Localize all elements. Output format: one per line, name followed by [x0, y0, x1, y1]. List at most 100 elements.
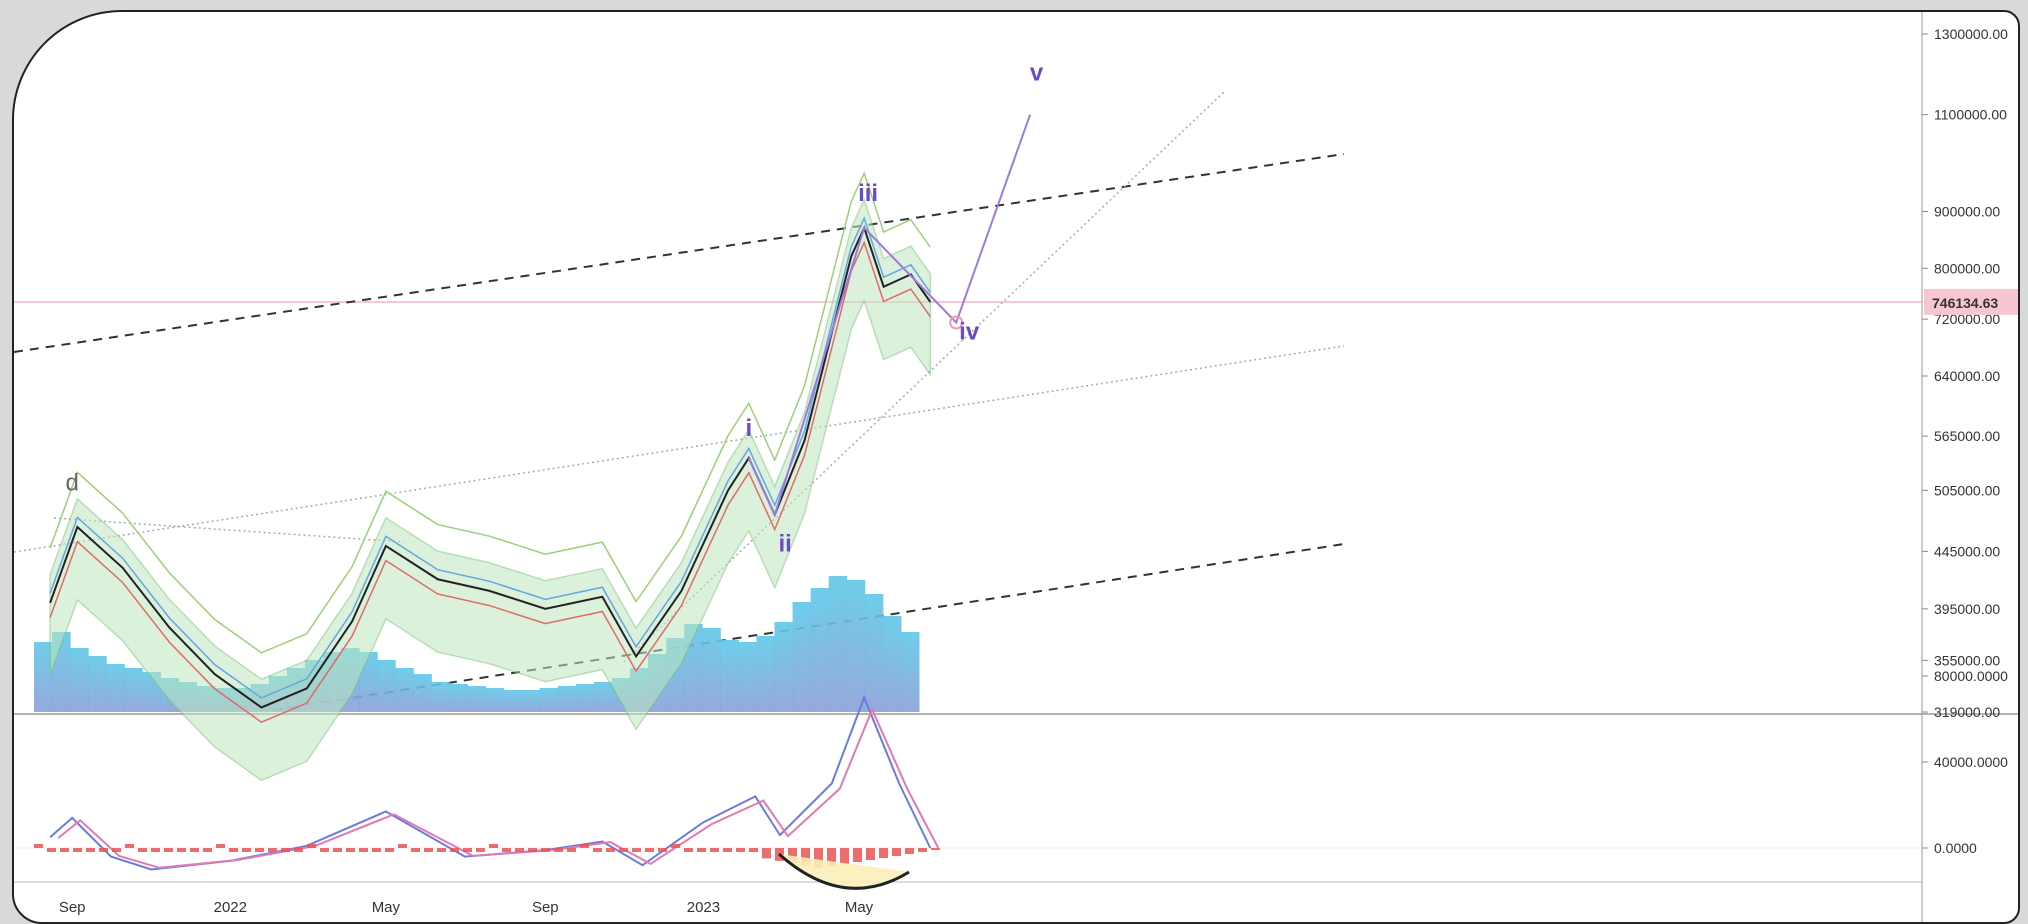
macd-histogram-bar: [853, 848, 862, 862]
wave-label-ii: ii: [778, 530, 791, 557]
macd-histogram-bar: [307, 844, 316, 848]
macd-histogram-bar: [359, 848, 368, 852]
signal-line: [57, 706, 940, 869]
macd-histogram-bar: [749, 848, 758, 852]
macd-histogram-bar: [905, 848, 914, 854]
volume-bar: [377, 660, 396, 712]
macd-histogram-bar: [73, 848, 82, 852]
lower-channel-line: [273, 543, 1345, 711]
macd-histogram-bar: [255, 848, 264, 852]
price-axis-label: 319000.00: [1934, 704, 2000, 720]
macd-histogram-bar: [554, 848, 563, 852]
macd-histogram-bar: [489, 844, 498, 848]
price-axis-label: 445000.00: [1934, 543, 2000, 559]
macd-histogram-bar: [86, 848, 95, 852]
divergence-arc: [778, 852, 910, 890]
price-axis-label: 1100000.00: [1934, 107, 2007, 123]
macd-histogram-bar: [385, 848, 394, 852]
volume-bar: [521, 690, 541, 712]
macd-histogram-bar: [710, 848, 719, 852]
macd-histogram-bar: [177, 848, 186, 852]
macd-histogram-bar: [619, 848, 628, 852]
time-axis-label: 2023: [687, 899, 720, 916]
volume-bar: [485, 688, 505, 712]
time-axis-label: Sep: [532, 899, 559, 916]
upper-channel-line: [14, 153, 1345, 353]
macd-histogram-bar: [918, 848, 927, 852]
macd-histogram-bar: [190, 848, 199, 852]
macd-histogram-bar: [736, 848, 745, 852]
volume-bar: [395, 668, 414, 712]
price-axis-label: 395000.00: [1934, 601, 2000, 617]
volume-bar: [792, 602, 812, 712]
macd-histogram-bar: [372, 848, 381, 852]
macd-histogram-bar: [879, 848, 888, 858]
volume-bar: [900, 632, 920, 712]
price-axis-label: 1300000.00: [1934, 26, 2008, 42]
volume-bar: [88, 656, 107, 712]
current-price-label: 746134.63: [1932, 295, 1998, 311]
volume-bar: [756, 636, 776, 712]
volume-bar: [413, 674, 432, 712]
volume-bar: [882, 616, 902, 712]
volume-bar: [593, 682, 613, 712]
macd-histogram-bar: [164, 848, 173, 852]
price-axis-label: 900000.00: [1934, 203, 2000, 219]
volume-bar: [503, 690, 523, 712]
macd-histogram-bar: [697, 848, 706, 852]
macd-histogram-bar: [125, 844, 134, 848]
moving-average-red: [49, 240, 931, 724]
macd-histogram-bar: [320, 848, 329, 852]
osc-axis-label: 40000.0000: [1934, 754, 2008, 770]
macd-histogram-bar: [515, 848, 524, 852]
current-price-badge: [1924, 288, 2018, 315]
volume-bar: [864, 594, 884, 712]
macd-histogram-bar: [632, 848, 641, 852]
price-axis-label: 565000.00: [1934, 428, 2000, 444]
macd-histogram-bar: [840, 848, 849, 864]
volume-bar: [539, 688, 559, 712]
wave-iv-marker: [949, 315, 964, 330]
macd-histogram-bar: [528, 848, 537, 852]
volume-bar: [431, 682, 450, 712]
lagging-span-green: [49, 171, 931, 654]
volume-bar: [449, 684, 468, 712]
volume-bar: [106, 664, 125, 712]
macd-line: [49, 694, 932, 871]
wave-label-v: v: [1030, 60, 1044, 87]
macd-histogram-bar: [606, 848, 615, 852]
macd-histogram-bar: [645, 848, 654, 852]
osc-axis-label: 0.0000: [1934, 840, 1977, 856]
macd-histogram-bar: [593, 848, 602, 852]
volume-bar: [846, 580, 866, 712]
macd-histogram-bar: [424, 848, 433, 852]
macd-histogram-bar: [60, 848, 69, 852]
volume-bar: [720, 640, 739, 712]
price-axis-label: 505000.00: [1934, 482, 2000, 498]
ichimoku-cloud: [49, 197, 932, 782]
macd-histogram-bar: [112, 848, 121, 852]
macd-histogram-bar: [762, 848, 771, 859]
time-axis-label: May: [845, 899, 874, 916]
macd-histogram-bar: [47, 848, 56, 852]
volume-bar: [124, 668, 143, 712]
macd-histogram-bar: [866, 848, 875, 860]
wave-label-iv: iv: [959, 319, 980, 346]
volume-bar: [774, 622, 794, 712]
volume-bar: [738, 642, 757, 712]
volume-bar: [557, 686, 577, 712]
macd-histogram-bar: [541, 848, 550, 852]
macd-histogram-bar: [463, 848, 472, 852]
macd-histogram-bar: [580, 844, 589, 848]
price-line: [49, 225, 932, 709]
macd-histogram-bar: [476, 848, 485, 852]
macd-histogram-bar: [450, 848, 459, 852]
macd-histogram-bar: [684, 848, 693, 852]
macd-histogram-bar: [346, 848, 355, 852]
macd-histogram-bar: [138, 848, 147, 852]
macd-histogram-bar: [229, 848, 238, 852]
macd-histogram-bar: [333, 848, 342, 852]
volume-bar: [828, 576, 848, 712]
macd-histogram-bar: [437, 848, 446, 852]
